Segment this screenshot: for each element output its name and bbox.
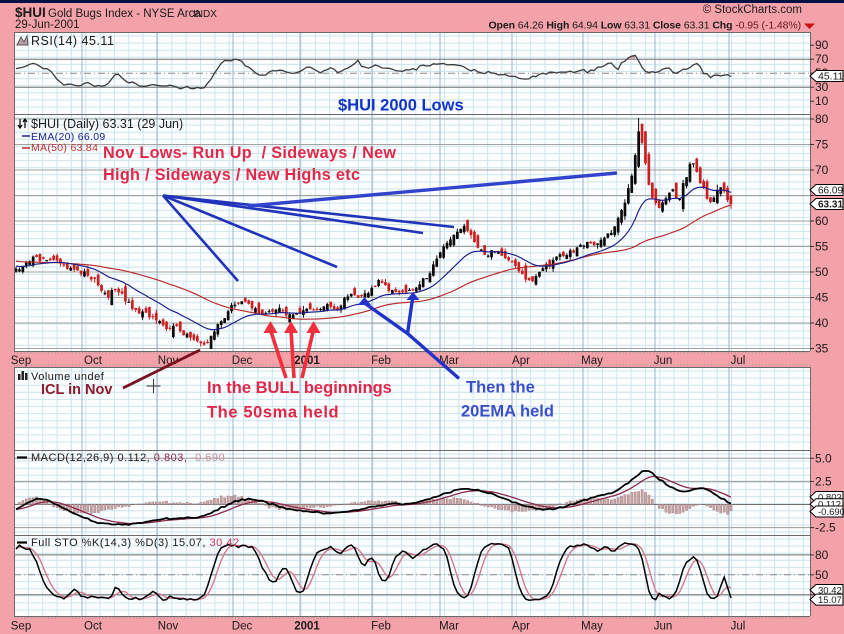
svg-text:$HUI 2000 Lows: $HUI 2000 Lows <box>338 97 464 115</box>
svg-text:Nov: Nov <box>158 621 179 633</box>
svg-text:Oct: Oct <box>84 621 103 633</box>
svg-text:30.42: 30.42 <box>818 586 842 597</box>
svg-text:Sep: Sep <box>11 355 31 367</box>
svg-text:50: 50 <box>815 568 829 582</box>
svg-text:66.09: 66.09 <box>818 186 843 197</box>
svg-text:90: 90 <box>815 38 829 52</box>
svg-text:40: 40 <box>815 316 829 330</box>
svg-text:Feb: Feb <box>371 355 391 367</box>
svg-text:Feb: Feb <box>371 621 391 633</box>
svg-text:Nov Lows- Run Up / Sideways /: Nov Lows- Run Up / Sideways / New <box>103 144 396 162</box>
svg-text:Gold Bugs Index - NYSE Arca: Gold Bugs Index - NYSE Arca <box>48 8 201 20</box>
svg-text:The 50sma held: The 50sma held <box>207 404 339 422</box>
svg-text:High / Sideways / New Highs et: High / Sideways / New Highs etc <box>103 166 360 184</box>
svg-text:Jul: Jul <box>731 621 746 633</box>
svg-text:$HUI (Daily) 63.31 (29 Jun): $HUI (Daily) 63.31 (29 Jun) <box>31 117 183 131</box>
svg-text:0.803: 0.803 <box>818 493 842 504</box>
svg-text:May: May <box>581 355 603 367</box>
svg-text:20EMA held: 20EMA held <box>461 403 554 421</box>
svg-text:Open 64.26 High 64.94 Low 63.3: Open 64.26 High 64.94 Low 63.31 Close 63… <box>488 20 801 32</box>
svg-text:Apr: Apr <box>512 355 530 367</box>
svg-text:Jun: Jun <box>654 355 673 367</box>
svg-text:80: 80 <box>815 112 829 126</box>
svg-text:35: 35 <box>815 342 829 356</box>
svg-text:ICL in Nov: ICL in Nov <box>41 382 112 398</box>
svg-text:60: 60 <box>815 214 829 228</box>
svg-text:63.31: 63.31 <box>818 200 843 211</box>
svg-text:70: 70 <box>815 163 829 177</box>
svg-text:Dec: Dec <box>232 355 253 367</box>
svg-text:70: 70 <box>815 52 829 66</box>
svg-text:45.11: 45.11 <box>818 71 844 83</box>
svg-text:Mar: Mar <box>439 621 459 633</box>
svg-text:Volume undef: Volume undef <box>31 371 105 383</box>
svg-text:Jun: Jun <box>654 621 673 633</box>
svg-text:Oct: Oct <box>84 355 103 367</box>
svg-text:Sep: Sep <box>11 621 31 633</box>
svg-text:2001: 2001 <box>294 621 320 633</box>
svg-text:2.5: 2.5 <box>815 474 832 488</box>
svg-text:0.112: 0.112 <box>818 500 841 511</box>
svg-text:50: 50 <box>815 265 829 279</box>
svg-text:55: 55 <box>815 240 829 254</box>
svg-text:15.07: 15.07 <box>818 595 842 606</box>
svg-text:In the BULL beginnings: In the BULL beginnings <box>207 379 392 397</box>
svg-text:-0.690: -0.690 <box>818 507 844 518</box>
svg-text:29-Jun-2001: 29-Jun-2001 <box>15 19 80 31</box>
svg-text:45: 45 <box>815 291 829 305</box>
svg-text:Apr: Apr <box>512 621 530 633</box>
svg-text:80: 80 <box>815 548 829 562</box>
svg-text:5.0: 5.0 <box>815 451 832 465</box>
svg-text:© StockCharts.com: © StockCharts.com <box>703 4 802 16</box>
svg-text:Then the: Then the <box>466 379 535 397</box>
svg-text:75: 75 <box>815 138 829 152</box>
svg-text:10: 10 <box>815 94 829 108</box>
svg-text:Dec: Dec <box>232 621 253 633</box>
svg-text:Jul: Jul <box>731 355 746 367</box>
svg-text:-2.5: -2.5 <box>815 521 836 535</box>
svg-text:MA(50) 63.84: MA(50) 63.84 <box>31 142 98 154</box>
svg-text:$HUI: $HUI <box>15 5 46 20</box>
svg-text:MACD(12,26,9) 0.112, 0.803, -0: MACD(12,26,9) 0.112, 0.803, -0.690 <box>31 452 225 464</box>
svg-text:EMA(20) 66.09: EMA(20) 66.09 <box>31 131 106 143</box>
svg-text:May: May <box>581 621 603 633</box>
svg-text:30: 30 <box>815 80 829 94</box>
svg-text:Full STO %K(14,3) %D(3) 15.07,: Full STO %K(14,3) %D(3) 15.07, 30.42 <box>31 537 240 549</box>
svg-text:RSI(14) 45.11: RSI(14) 45.11 <box>31 34 114 48</box>
svg-text:INDX: INDX <box>193 9 217 20</box>
